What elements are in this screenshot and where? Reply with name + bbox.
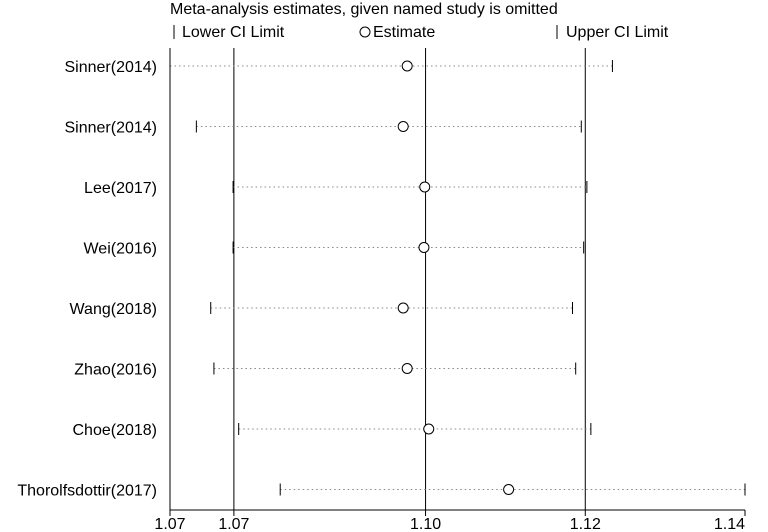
- study-row: Wang(2018): [70, 301, 573, 318]
- x-axis: 1.07 1.07 1.10 1.12 1.14: [154, 509, 746, 532]
- study-row: Choe(2018): [73, 422, 592, 439]
- legend-estimate-label: Estimate: [373, 24, 435, 41]
- estimate-marker: [397, 121, 409, 132]
- study-row: Sinner(2014): [65, 59, 613, 76]
- estimate-marker: [423, 423, 435, 435]
- study-row: Lee(2017): [84, 180, 588, 197]
- study-row: Sinner(2014): [65, 120, 582, 137]
- estimate-marker: [503, 484, 515, 495]
- reference-lines: [233, 48, 586, 510]
- x-tick-label: 1.07: [154, 516, 185, 532]
- legend-lower-label: Lower CI Limit: [182, 24, 285, 41]
- estimate-marker: [401, 60, 413, 72]
- study-label: Choe(2018): [73, 422, 158, 439]
- x-tick-label: 1.14: [714, 516, 745, 532]
- study-label: Lee(2017): [84, 180, 157, 197]
- study-row: Thorolfsdottir(2017): [17, 483, 746, 500]
- study-row: Wei(2016): [83, 241, 585, 258]
- study-label: Wang(2018): [70, 301, 157, 318]
- study-label: Thorolfsdottir(2017): [17, 483, 157, 500]
- estimate-marker: [401, 363, 413, 374]
- study-label: Wei(2016): [83, 241, 157, 258]
- estimate-marker: [397, 302, 409, 314]
- study-label: Sinner(2014): [65, 120, 158, 137]
- x-tick-label: 1.12: [570, 516, 601, 532]
- chart-title: Meta-analysis estimates, given named stu…: [170, 1, 558, 18]
- estimate-marker: [419, 181, 431, 193]
- x-tick-label: 1.07: [218, 516, 249, 532]
- legend-upper-label: Upper CI Limit: [566, 24, 669, 41]
- study-label: Sinner(2014): [65, 59, 158, 76]
- legend-estimate-marker: [359, 26, 371, 38]
- estimate-marker: [418, 242, 430, 253]
- study-rows: Sinner(2014) Sinner(2014) Lee(2017) Wei(201…: [17, 59, 746, 500]
- x-tick-label: 1.10: [410, 516, 441, 532]
- study-row: Zhao(2016): [74, 362, 577, 379]
- study-label: Zhao(2016): [74, 362, 157, 379]
- legend: Lower CI Limit Estimate Upper CI Limit: [173, 24, 669, 41]
